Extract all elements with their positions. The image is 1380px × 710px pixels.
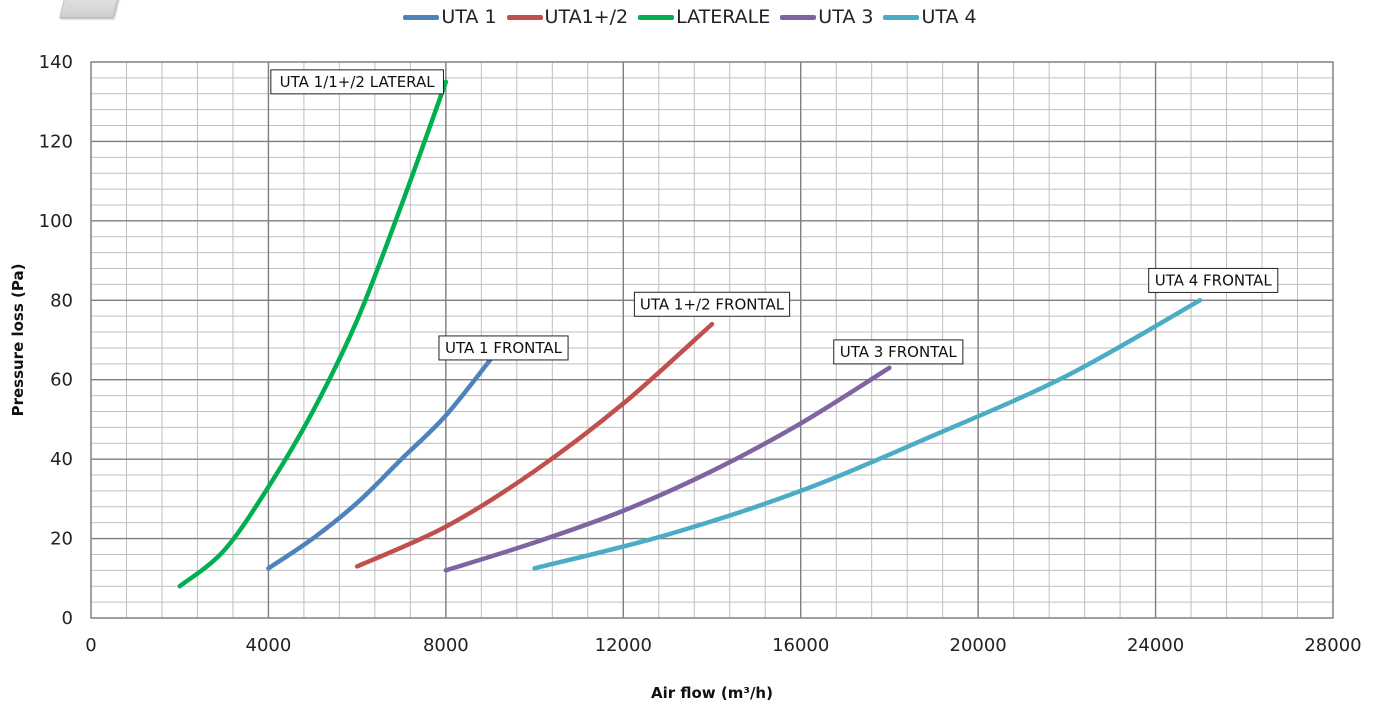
legend-label: UTA 1 (441, 6, 497, 28)
series-line-uta1-2 (354, 321, 715, 569)
y-tick-label: 120 (39, 131, 73, 152)
y-tick-label: 40 (50, 449, 73, 470)
annotation-label: UTA 1 FRONTAL (445, 339, 563, 357)
annotation-box (1148, 267, 1279, 293)
y-tick-label: 100 (39, 211, 73, 232)
series-line-uta-4 (532, 298, 1203, 571)
y-axis-label: Pressure loss (Pa) (9, 264, 27, 417)
legend-label: UTA 3 (818, 6, 874, 28)
series-line-uta-1 (266, 357, 493, 571)
y-tick-label: 20 (50, 529, 73, 550)
annotation-box (270, 69, 444, 95)
x-tick-label: 4000 (246, 635, 292, 656)
x-tick-label: 24000 (1127, 635, 1184, 656)
y-tick-label: 60 (50, 370, 73, 391)
legend-swatch (403, 14, 440, 20)
legend-swatch (780, 14, 817, 20)
legend-item: UTA 1 (403, 6, 497, 28)
annotation-box (633, 291, 791, 317)
annotation-label: UTA 3 FRONTAL (840, 343, 958, 361)
legend-item: LATERALE (638, 6, 770, 28)
annotation-label: UTA 1+/2 FRONTAL (640, 295, 785, 313)
series-line-laterale (177, 79, 449, 589)
x-tick-label: 0 (85, 635, 96, 656)
series-line-uta-3 (443, 365, 892, 573)
x-tick-label: 28000 (1304, 635, 1361, 656)
annotation-box (438, 335, 569, 361)
annotation-box (833, 339, 964, 365)
x-tick-label: 16000 (772, 635, 829, 656)
legend-label: LATERALE (676, 6, 771, 28)
y-tick-label: 140 (39, 52, 73, 73)
plot-border (90, 61, 1334, 619)
legend-item: UTA 4 (883, 6, 977, 28)
annotation-label: UTA 4 FRONTAL (1155, 271, 1273, 289)
y-tick-label: 0 (62, 608, 73, 629)
annotation-label: UTA 1/1+/2 LATERAL (280, 73, 436, 91)
legend-swatch (883, 14, 920, 20)
legend-swatch (506, 14, 543, 20)
legend-item: UTA 3 (780, 6, 873, 28)
x-tick-label: 8000 (423, 635, 469, 656)
chart-legend: UTA 1 UTA1+/2 LATERALE UTA 3 UTA 4 (0, 6, 1380, 28)
x-tick-label: 12000 (595, 635, 652, 656)
legend-label: UTA1+/2 (544, 6, 629, 28)
x-tick-label: 20000 (950, 635, 1007, 656)
legend-label: UTA 4 (921, 6, 977, 28)
x-axis-label: Air flow (m³/h) (651, 684, 773, 702)
y-tick-label: 80 (50, 290, 73, 311)
legend-item: UTA1+/2 (506, 6, 629, 28)
legend-swatch (638, 14, 675, 20)
